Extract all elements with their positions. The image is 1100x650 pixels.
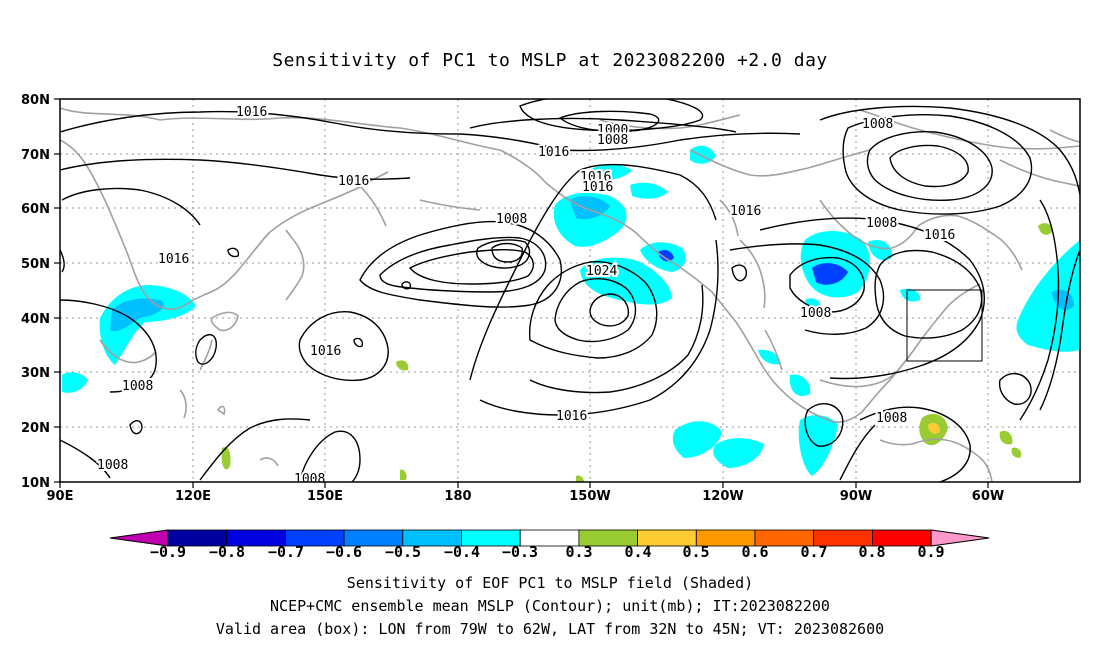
contour-label: 1008	[800, 306, 831, 321]
coastlines	[60, 107, 1080, 482]
y-tick-label: 70N	[21, 148, 50, 163]
x-tick-label: 60W	[972, 489, 1004, 504]
y-axis	[54, 98, 60, 483]
colorbar-tick-label: −0.9	[150, 543, 186, 561]
contour-label: 1000	[597, 123, 628, 138]
colorbar-tick-label: 0.4	[624, 543, 651, 561]
contour-label: 1016	[310, 344, 341, 359]
colorbar-tick-label: −0.7	[268, 543, 304, 561]
colorbar-arrow-right	[930, 529, 990, 547]
y-tick-label: 30N	[21, 366, 50, 381]
x-axis	[59, 482, 989, 488]
y-tick-label: 40N	[21, 312, 50, 327]
mslp-contours	[60, 99, 1080, 482]
y-tick-label: 10N	[21, 476, 50, 491]
colorbar-tick-label: 0.7	[800, 543, 827, 561]
y-tick-label: 80N	[21, 93, 50, 108]
x-tick-label: 90E	[47, 489, 74, 504]
x-tick-label: 150W	[569, 489, 610, 504]
colorbar-tick-label: 0.9	[917, 543, 944, 561]
contour-label: 1016	[538, 145, 569, 160]
caption-shading: Sensitivity of EOF PC1 to MSLP field (Sh…	[346, 574, 754, 592]
contour-label: 1008	[866, 216, 897, 231]
contour-label-group: 1016 1000 1008 1016 1008 1016 1016 1008 …	[95, 103, 957, 487]
colorbar-tick-label: 0.6	[741, 543, 768, 561]
contour-label: 1016	[158, 252, 189, 267]
colorbar	[109, 529, 990, 547]
colorbar-tick-label: −0.3	[502, 543, 538, 561]
x-tick-label: 120E	[175, 489, 211, 504]
contour-label: 1008	[294, 472, 325, 487]
x-tick-label: 90W	[840, 489, 872, 504]
colorbar-tick-label: −0.8	[209, 543, 245, 561]
contour-label: 1008	[122, 379, 153, 394]
colorbar-tick-label: 0.3	[565, 543, 592, 561]
contour-label: 1016	[730, 204, 761, 219]
colorbar-labels: −0.9 −0.8 −0.7 −0.6 −0.5 −0.4 −0.3 0.3 0…	[150, 543, 945, 561]
contour-label: 1016	[582, 180, 613, 195]
colorbar-tick-label: −0.5	[385, 543, 421, 561]
caption-contour: NCEP+CMC ensemble mean MSLP (Contour); u…	[270, 597, 830, 615]
y-tick-label: 20N	[21, 421, 50, 436]
colorbar-tick-label: 0.8	[858, 543, 885, 561]
x-tick-label: 120W	[702, 489, 743, 504]
contour-label: 1008	[876, 411, 907, 426]
x-tick-label: 150E	[307, 489, 343, 504]
colorbar-tick-label: −0.4	[444, 543, 480, 561]
sensitivity-shading	[62, 145, 1080, 482]
contour-label: 1016	[556, 409, 587, 424]
contour-label: 1016	[338, 174, 369, 189]
contour-label: 1016	[580, 170, 611, 185]
contour-label: 1008	[597, 133, 628, 148]
contour-label: 1024	[586, 264, 617, 279]
colorbar-tick-label: 0.5	[682, 543, 709, 561]
contour-label: 1016	[236, 105, 267, 120]
contour-label: 1008	[862, 117, 893, 132]
contour-label: 1008	[97, 458, 128, 473]
contour-label: 1008	[496, 212, 527, 227]
gridlines	[60, 99, 1080, 482]
caption-valid-area: Valid area (box): LON from 79W to 62W, L…	[215, 620, 885, 638]
colorbar-tick-label: −0.6	[326, 543, 362, 561]
y-tick-label: 50N	[21, 257, 50, 272]
map-title: Sensitivity of PC1 to MSLP at 2023082200…	[272, 50, 828, 71]
valid-area-box	[906, 289, 983, 362]
plot-frame	[59, 98, 1081, 483]
contour-label: 1016	[924, 228, 955, 243]
x-tick-label: 180	[444, 489, 471, 504]
y-tick-label: 60N	[21, 202, 50, 217]
